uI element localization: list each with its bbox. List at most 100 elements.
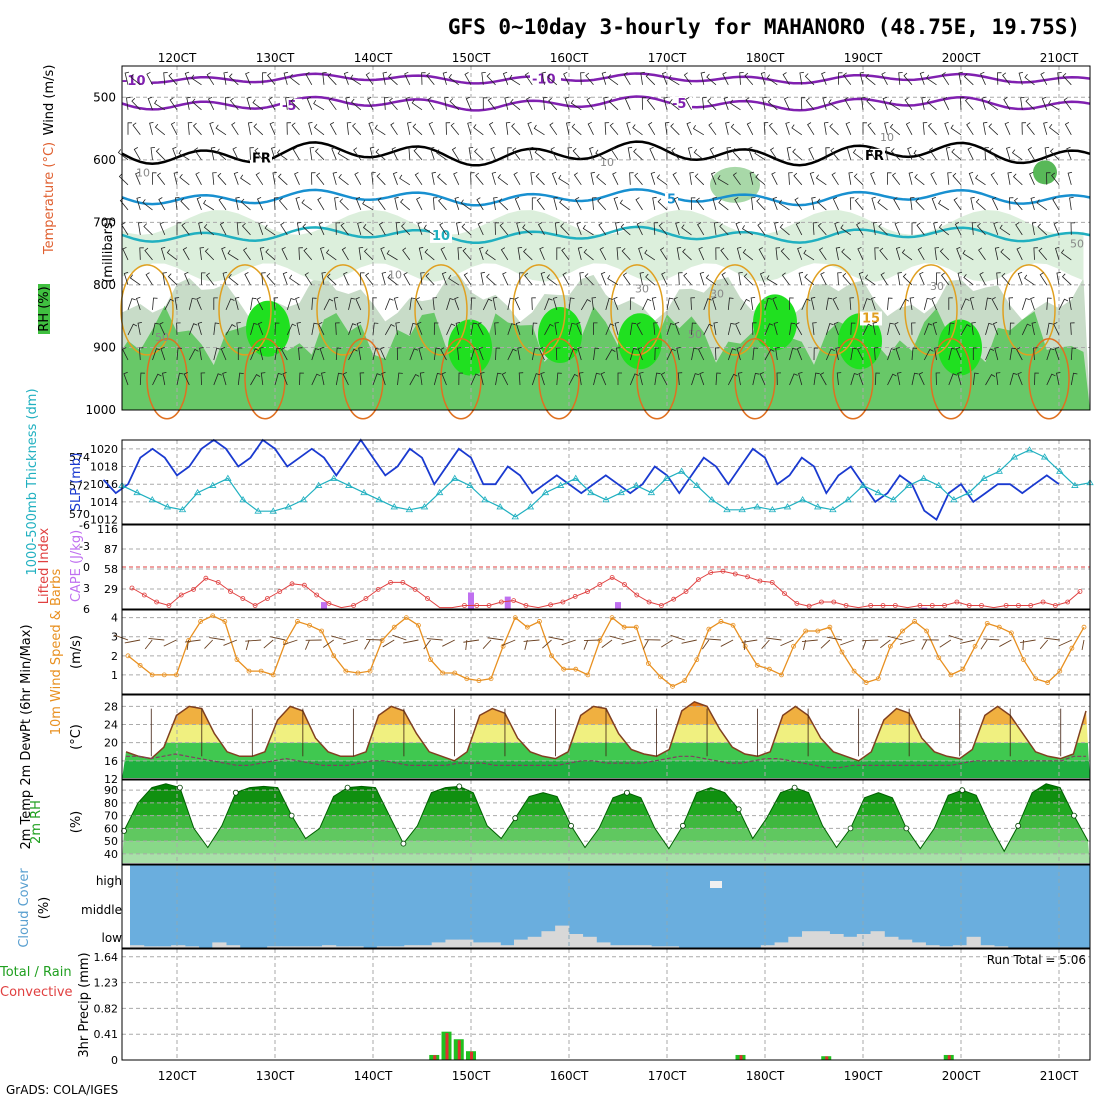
wind-barb bbox=[340, 222, 349, 236]
cloud-level-label-2: low bbox=[102, 931, 123, 945]
wind-barb bbox=[811, 196, 816, 210]
wind-barb bbox=[277, 173, 288, 186]
wind-marker-14 bbox=[295, 619, 300, 624]
wind-barb bbox=[194, 147, 202, 161]
wind-barb bbox=[210, 146, 216, 160]
wind-barb bbox=[204, 248, 215, 261]
upper-ytick-3: 800 bbox=[93, 278, 116, 292]
wind-barb bbox=[236, 322, 241, 335]
cloud-unit: (%) bbox=[37, 897, 52, 920]
wind-barb bbox=[558, 174, 570, 186]
wind-barb bbox=[482, 97, 488, 110]
wind-barb bbox=[988, 123, 999, 136]
thickness-marker-25 bbox=[496, 503, 504, 510]
wind-barb bbox=[1025, 98, 1035, 111]
wind-marker-54 bbox=[779, 672, 784, 678]
wind-barb bbox=[139, 247, 144, 260]
li-marker-37 bbox=[585, 589, 590, 594]
wind-barb bbox=[531, 373, 541, 386]
wind-barb bbox=[674, 321, 680, 336]
wind-barb bbox=[393, 296, 399, 311]
wind-barb bbox=[1016, 347, 1023, 361]
wind-barb bbox=[127, 122, 132, 135]
wind-barb bbox=[564, 96, 570, 110]
thickness-marker-56 bbox=[965, 488, 973, 496]
wind-barb bbox=[887, 322, 894, 335]
wind-barb bbox=[136, 196, 141, 211]
wind-barb bbox=[425, 273, 435, 286]
wind-barb bbox=[652, 196, 657, 210]
wind-barb-10m-14 bbox=[283, 639, 298, 646]
wind-barb bbox=[627, 146, 633, 160]
wind-barb-10m-6 bbox=[184, 639, 201, 643]
wind-barb bbox=[624, 96, 631, 110]
wind-barb bbox=[450, 122, 460, 136]
wind-barb bbox=[917, 247, 925, 261]
wind-barb bbox=[958, 71, 963, 85]
wind-barb bbox=[703, 298, 712, 311]
rh-marker-40 bbox=[679, 822, 686, 829]
wind-barb bbox=[335, 322, 340, 335]
wind-barb bbox=[794, 197, 803, 211]
wind-barb bbox=[173, 171, 179, 185]
li-marker-20 bbox=[375, 587, 381, 592]
panel-frame bbox=[121, 694, 1091, 780]
wind-barb bbox=[278, 197, 288, 211]
li-marker-10 bbox=[252, 603, 258, 608]
wind-barb bbox=[368, 121, 374, 135]
wind-barb bbox=[209, 121, 215, 135]
iso-label-bg-5 bbox=[863, 148, 885, 163]
li-marker-71 bbox=[1003, 603, 1009, 608]
thickness-marker-9 bbox=[254, 507, 262, 514]
wind10m-unit: (m/s) bbox=[69, 635, 84, 669]
date-bottom-2: 140CT bbox=[354, 1069, 393, 1083]
wind-barb bbox=[150, 147, 156, 160]
thickness-marker-6 bbox=[209, 481, 217, 488]
wind-barb bbox=[1069, 197, 1074, 210]
wind-barb bbox=[207, 96, 215, 110]
thickness-marker-2 bbox=[148, 496, 156, 503]
wind-barb bbox=[605, 297, 614, 311]
thickness-marker-41 bbox=[738, 505, 746, 513]
wind-barb bbox=[691, 373, 700, 386]
wind-barb bbox=[407, 121, 412, 135]
wind-barb-10m-77 bbox=[1044, 637, 1060, 641]
wind-barb bbox=[895, 347, 901, 361]
wind-barb bbox=[766, 74, 778, 86]
iso-label-5: FR bbox=[865, 149, 884, 164]
wind-barb bbox=[868, 147, 876, 160]
wind-barb bbox=[286, 297, 295, 311]
wind-barb bbox=[807, 122, 815, 136]
thickness-marker-49 bbox=[859, 481, 867, 488]
wind-barb bbox=[445, 122, 451, 135]
li-marker-7 bbox=[215, 580, 221, 585]
wind-marker-2 bbox=[149, 672, 155, 678]
wind-barb bbox=[576, 321, 582, 336]
wind-barb bbox=[311, 297, 317, 310]
li-marker-4 bbox=[178, 592, 184, 598]
wind-barb bbox=[412, 123, 423, 136]
wind-barb bbox=[898, 72, 903, 85]
wind-barb bbox=[661, 271, 668, 286]
thickness-marker-14 bbox=[330, 474, 338, 481]
wind-barb bbox=[744, 72, 754, 86]
iso-label-7: 10 bbox=[432, 229, 450, 244]
wind-barb bbox=[199, 347, 204, 361]
rh-contour-label-9: 50 bbox=[1070, 237, 1084, 250]
wind-marker-28 bbox=[464, 676, 470, 682]
wind-barb bbox=[135, 296, 141, 311]
slp-bg bbox=[122, 440, 1090, 524]
wind-barb bbox=[362, 224, 374, 236]
wind-barb bbox=[478, 246, 484, 261]
wind-barb bbox=[541, 71, 546, 85]
wind-barb bbox=[1037, 223, 1048, 236]
wind-barb bbox=[823, 121, 829, 135]
wind-marker-21 bbox=[379, 638, 385, 643]
thickness-marker-16 bbox=[360, 488, 368, 496]
li-marker-61 bbox=[880, 603, 886, 608]
wind-barb-10m-35 bbox=[542, 639, 552, 649]
wind-barb bbox=[881, 71, 888, 85]
wind-barb bbox=[1011, 149, 1023, 161]
